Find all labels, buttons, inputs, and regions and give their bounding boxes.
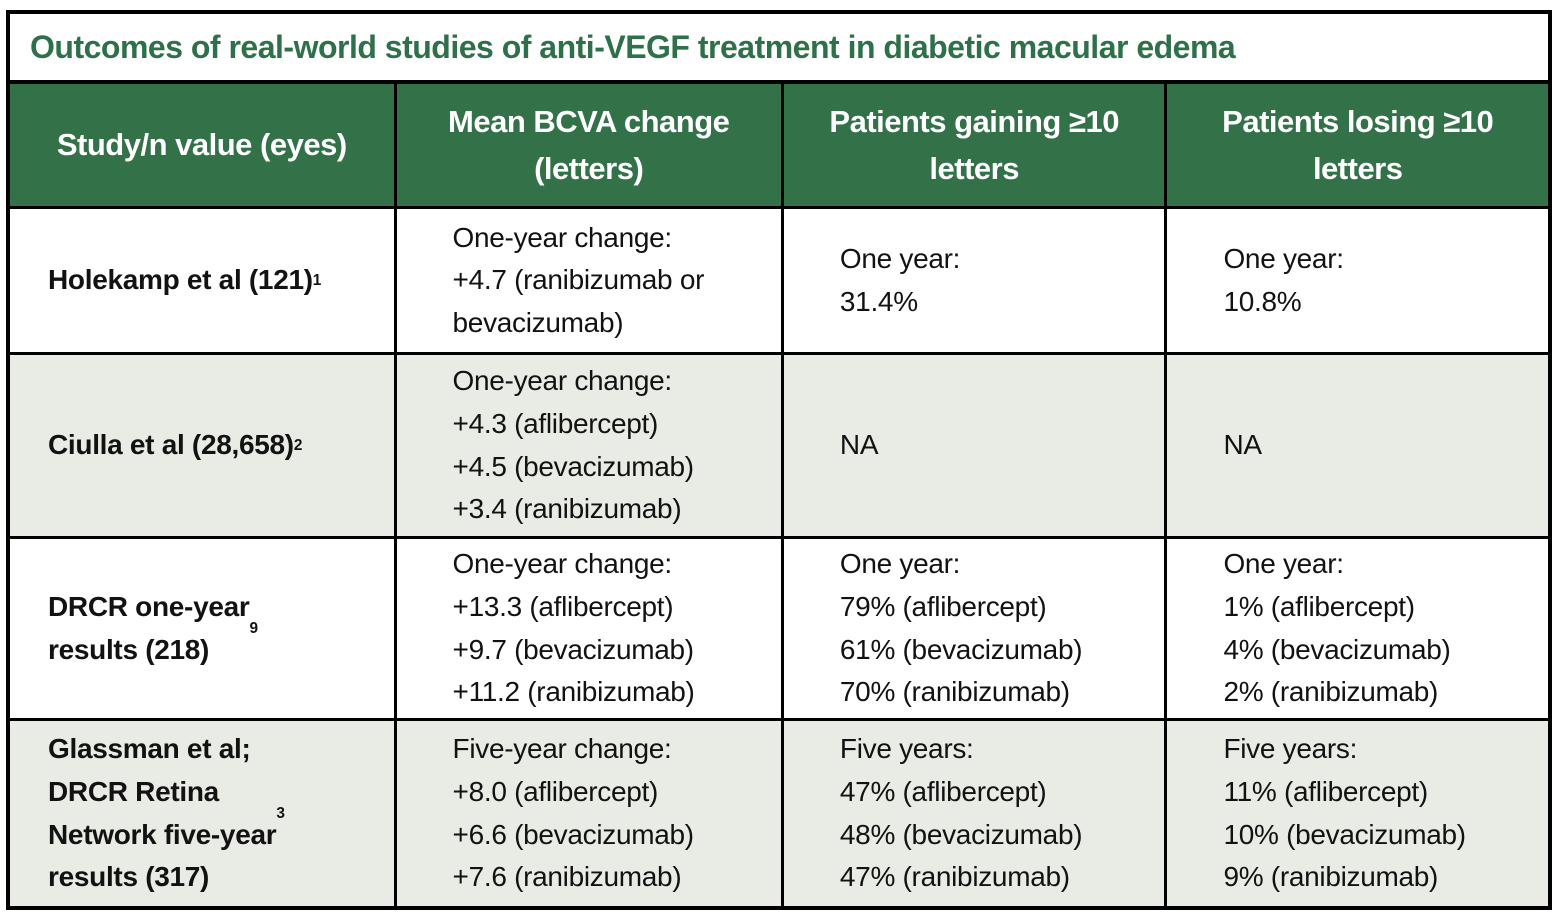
outcomes-table: Outcomes of real-world studies of anti-V… bbox=[6, 10, 1552, 910]
study-name: DRCR one-year results (218) bbox=[48, 590, 250, 665]
study-name: Glassman et al; DRCR Retina Network five… bbox=[48, 733, 277, 893]
patients-losing-cell: NA bbox=[1164, 352, 1548, 536]
header-cell-study: Study/n value (eyes) bbox=[10, 84, 394, 206]
study-cell: Ciulla et al (28,658) 2 bbox=[10, 352, 394, 536]
bcva-change-cell: One-year change: +13.3 (aflibercept) +9.… bbox=[393, 536, 781, 718]
patients-losing-cell: One year: 10.8% bbox=[1164, 206, 1548, 352]
study-cell: Glassman et al; DRCR Retina Network five… bbox=[10, 718, 394, 906]
bcva-change-cell: Five-year change: +8.0 (aflibercept) +6.… bbox=[393, 718, 781, 906]
header-cell-bcva-change: Mean BCVA change (letters) bbox=[393, 84, 781, 206]
studies-table: Study/n value (eyes) Mean BCVA change (l… bbox=[10, 84, 1548, 906]
study-name: Holekamp et al (121) bbox=[48, 264, 313, 296]
study-cell: Holekamp et al (121) 1 bbox=[10, 206, 394, 352]
patients-losing-cell: One year: 1% (aflibercept) 4% (bevacizum… bbox=[1164, 536, 1548, 718]
bcva-change-cell: One-year change: +4.7 (ranibizumab or be… bbox=[393, 206, 781, 352]
table-title-bar: Outcomes of real-world studies of anti-V… bbox=[10, 14, 1548, 84]
table-title: Outcomes of real-world studies of anti-V… bbox=[30, 28, 1236, 65]
bcva-change-cell: One-year change: +4.3 (aflibercept) +4.5… bbox=[393, 352, 781, 536]
patients-gaining-cell: One year: 31.4% bbox=[780, 206, 1165, 352]
patients-losing-cell: Five years: 11% (aflibercept) 10% (bevac… bbox=[1164, 718, 1548, 906]
patients-gaining-cell: Five years: 47% (aflibercept) 48% (bevac… bbox=[780, 718, 1165, 906]
patients-gaining-cell: One year: 79% (aflibercept) 61% (bevaciz… bbox=[780, 536, 1165, 718]
header-cell-patients-losing: Patients losing ≥10 letters bbox=[1164, 84, 1548, 206]
patients-gaining-cell: NA bbox=[780, 352, 1165, 536]
study-cell: DRCR one-year results (218) 9 bbox=[10, 536, 394, 718]
study-name: Ciulla et al (28,658) bbox=[48, 429, 294, 461]
header-cell-patients-gaining: Patients gaining ≥10 letters bbox=[780, 84, 1165, 206]
